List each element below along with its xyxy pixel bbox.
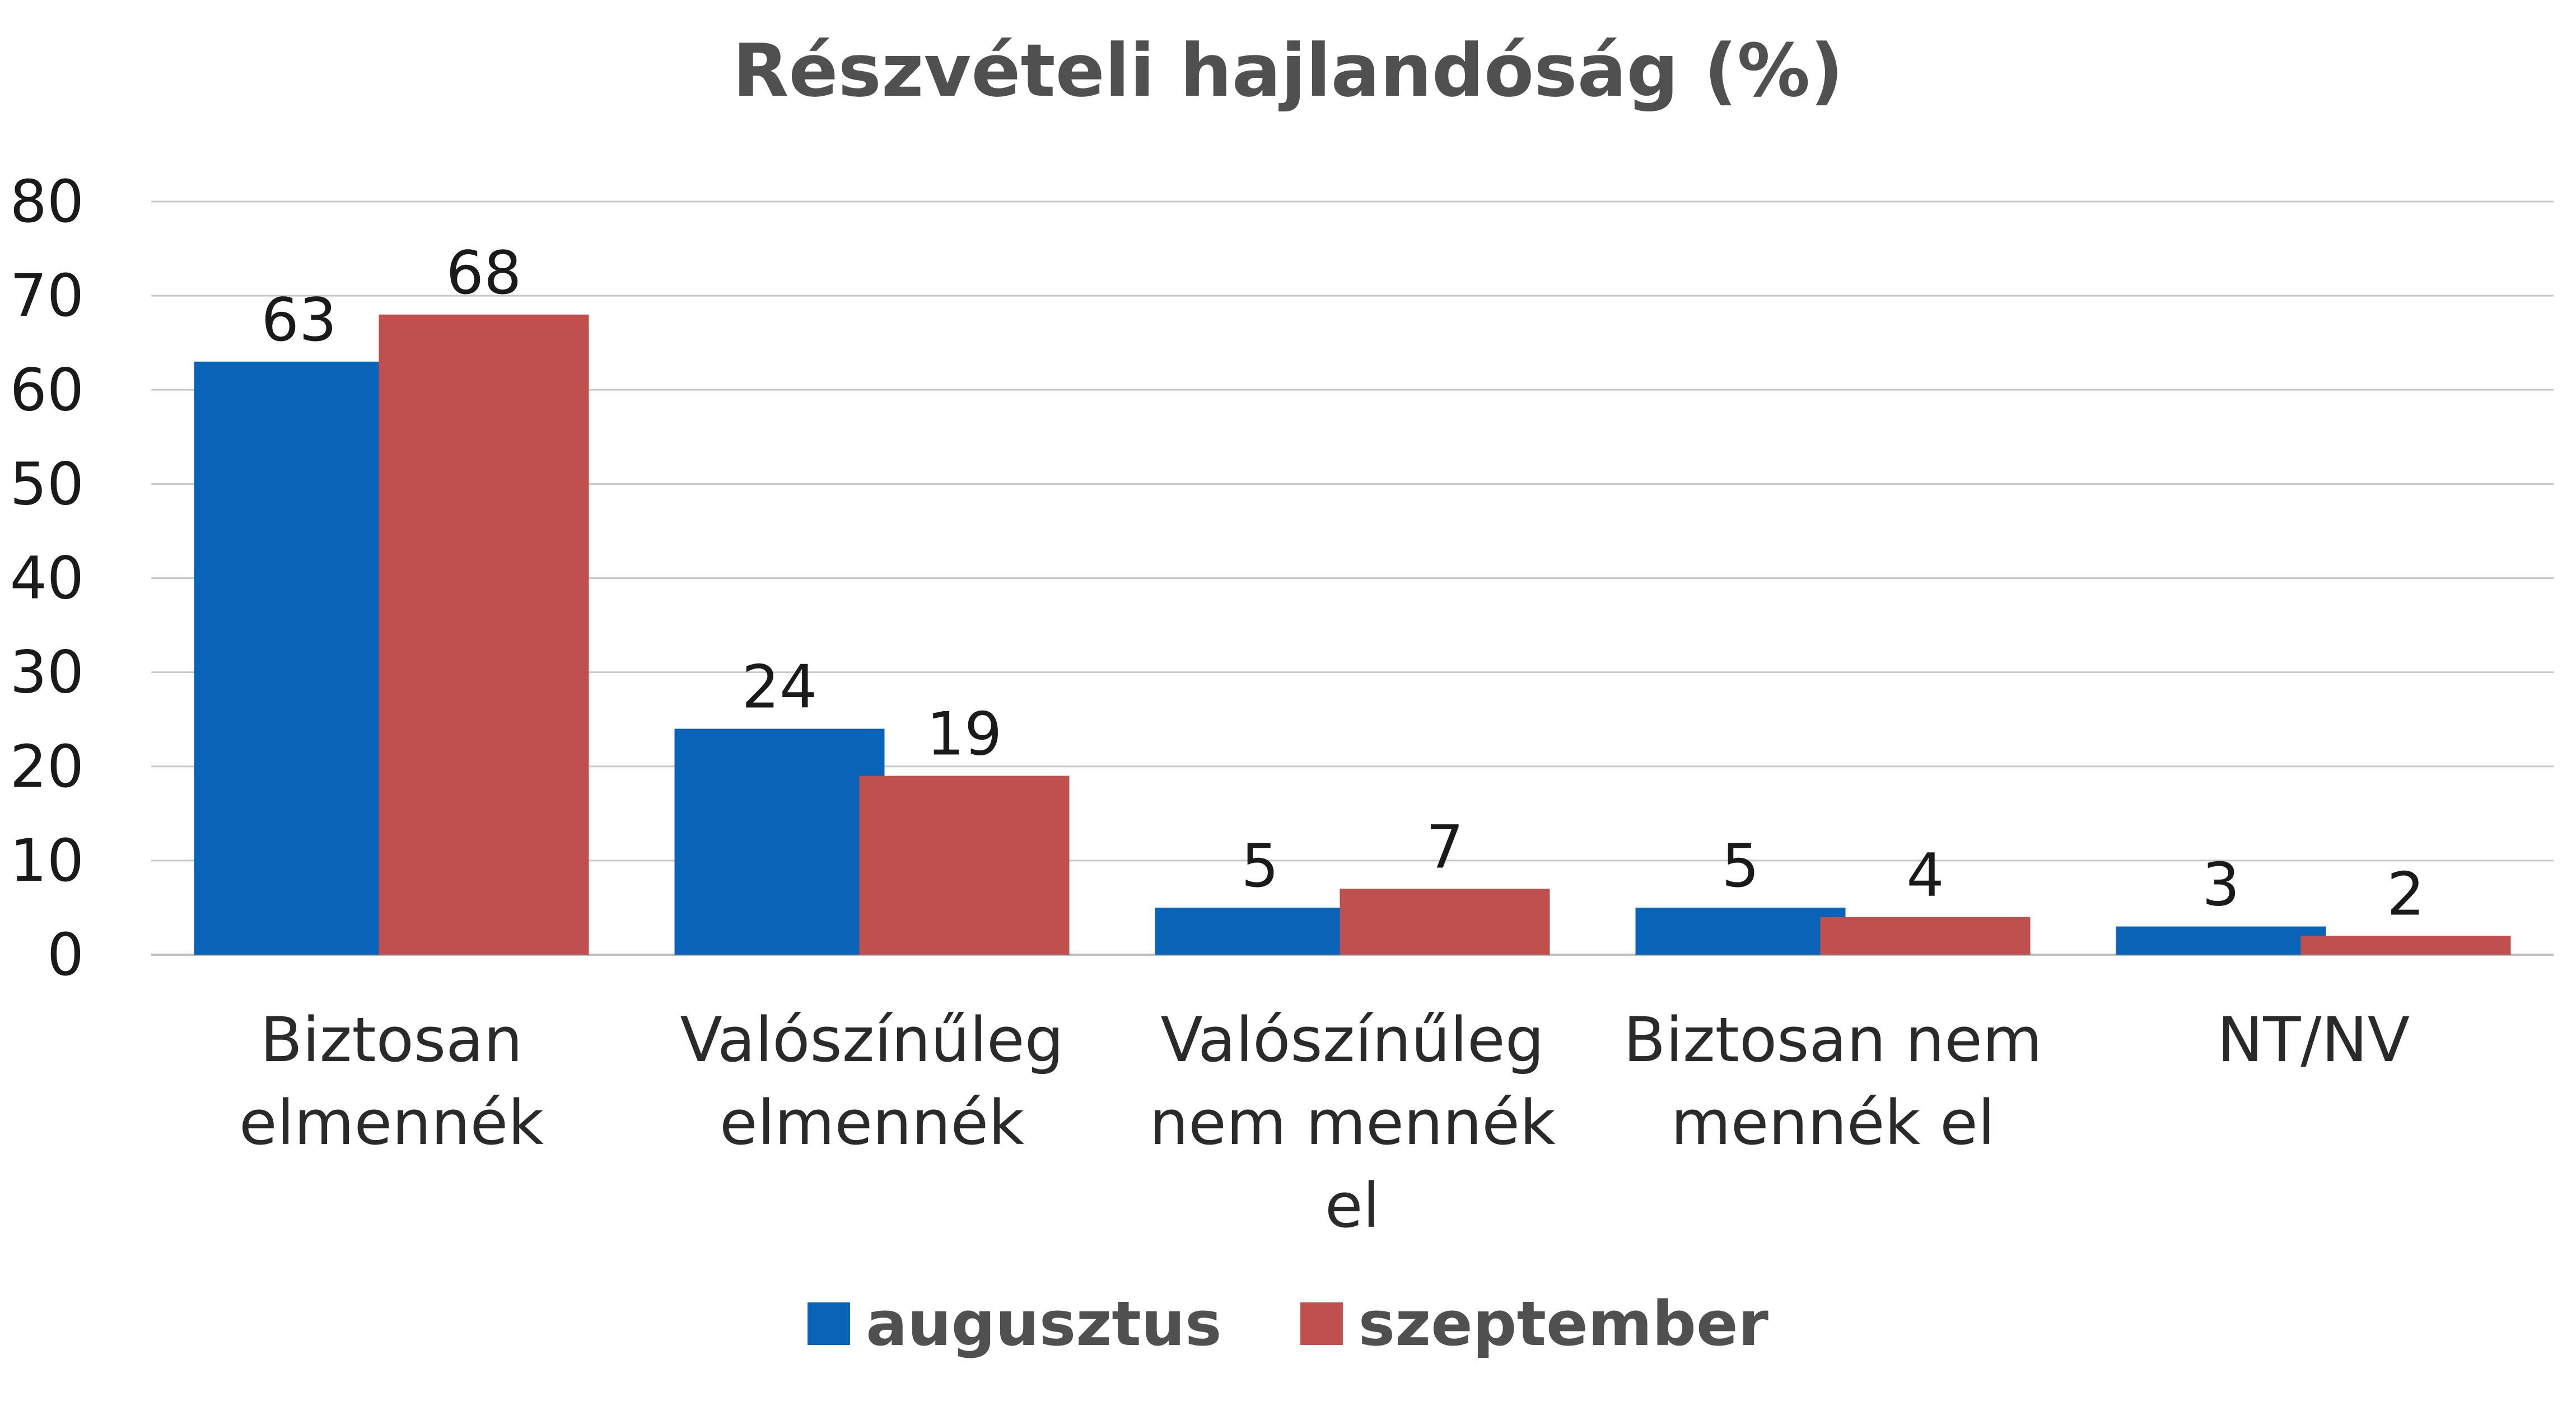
y-tick-label: 40 bbox=[10, 544, 84, 613]
legend-item-augusztus[interactable]: augusztus bbox=[808, 1288, 1222, 1360]
bars bbox=[194, 314, 2511, 955]
y-tick-label: 0 bbox=[47, 921, 84, 989]
data-label: 2 bbox=[2387, 860, 2424, 928]
y-tick-label: 60 bbox=[10, 356, 84, 424]
y-tick-label: 30 bbox=[10, 638, 84, 707]
x-category-label: NT/NV bbox=[2217, 1004, 2410, 1076]
data-labels: 63 68 24 19 5 7 5 4 3 2 bbox=[262, 239, 2425, 929]
bar-szeptember-4[interactable] bbox=[2300, 936, 2511, 955]
data-label: 5 bbox=[1241, 832, 1278, 900]
legend-swatch-augusztus bbox=[808, 1302, 851, 1345]
bar-augusztus-2[interactable] bbox=[1155, 907, 1365, 955]
legend-label-szeptember: szeptember bbox=[1358, 1288, 1768, 1360]
bar-augusztus-3[interactable] bbox=[1635, 907, 1846, 955]
bar-augusztus-4[interactable] bbox=[2116, 926, 2326, 955]
y-tick-label: 50 bbox=[10, 450, 84, 518]
data-label: 19 bbox=[927, 700, 1002, 769]
x-category-label: Biztosan nem bbox=[1623, 1004, 2042, 1076]
x-category-label: mennék el bbox=[1671, 1087, 1995, 1159]
bar-augusztus-1[interactable] bbox=[674, 728, 885, 955]
y-tick-label: 80 bbox=[10, 167, 84, 236]
data-label: 4 bbox=[1906, 841, 1944, 910]
y-axis-ticks: 0 10 20 30 40 50 60 70 80 bbox=[10, 167, 84, 989]
x-category-label: elmennék bbox=[239, 1087, 544, 1159]
data-label: 24 bbox=[742, 653, 818, 722]
legend-item-szeptember[interactable]: szeptember bbox=[1300, 1288, 1768, 1360]
x-category-label: elmennék bbox=[720, 1087, 1024, 1159]
x-category-label: Valószínűleg bbox=[1160, 1004, 1544, 1076]
y-tick-label: 70 bbox=[10, 261, 84, 330]
legend-label-augusztus: augusztus bbox=[866, 1288, 1222, 1360]
y-tick-label: 10 bbox=[10, 826, 84, 895]
chart-title: Részvételi hajlandóság (%) bbox=[732, 28, 1844, 113]
bar-szeptember-1[interactable] bbox=[859, 776, 1070, 955]
data-label: 63 bbox=[262, 286, 337, 354]
bar-szeptember-2[interactable] bbox=[1340, 889, 1550, 955]
legend: augusztus szeptember bbox=[0, 1288, 2576, 1360]
x-category-label: nem mennék bbox=[1149, 1087, 1555, 1159]
x-category-label: Biztosan bbox=[260, 1004, 523, 1076]
data-label: 7 bbox=[1426, 812, 1463, 881]
bar-augusztus-0[interactable] bbox=[194, 361, 404, 955]
data-label: 68 bbox=[446, 239, 522, 307]
x-category-label: Valószínűleg bbox=[680, 1004, 1063, 1076]
bar-szeptember-3[interactable] bbox=[1820, 917, 2031, 955]
y-tick-label: 20 bbox=[10, 732, 84, 801]
legend-swatch-szeptember bbox=[1300, 1302, 1343, 1345]
x-category-label: el bbox=[1325, 1170, 1380, 1241]
bar-szeptember-0[interactable] bbox=[379, 314, 589, 955]
data-label: 3 bbox=[2202, 851, 2239, 919]
category-labels: Biztosan elmennék Valószínűleg elmennék Való… bbox=[239, 1004, 2410, 1241]
data-label: 5 bbox=[1721, 832, 1759, 900]
